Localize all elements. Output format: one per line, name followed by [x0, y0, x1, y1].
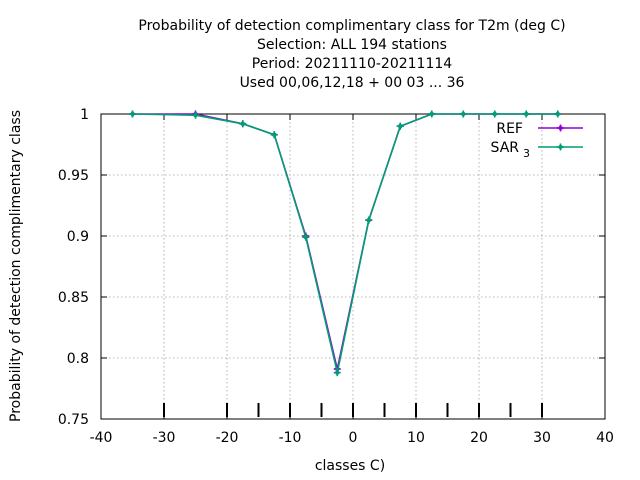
point-dot	[272, 132, 277, 137]
point-dot	[240, 121, 245, 126]
point-dot	[398, 124, 403, 129]
data-point-sar	[239, 120, 247, 128]
x-tick-label: 40	[596, 430, 614, 446]
data-point-sar	[192, 111, 199, 119]
y-tick-label: 0.9	[67, 229, 89, 245]
point-dot	[130, 111, 135, 117]
y-axis-label: Probability of detection complimentary c…	[8, 110, 24, 422]
point-dot	[429, 111, 434, 117]
data-point-sar	[522, 110, 530, 118]
data-point-sar	[396, 122, 404, 130]
data-point-sar	[302, 233, 310, 241]
y-tick-label: 0.8	[67, 351, 89, 367]
legend-label-ref: REF	[496, 121, 523, 137]
x-tick-label: -30	[153, 430, 176, 446]
x-axis-label: classes C)	[315, 458, 385, 474]
x-tick-label: 0	[349, 430, 358, 446]
legend-subscript: 3	[523, 147, 530, 160]
data-point-sar	[333, 369, 341, 377]
point-dot	[555, 111, 560, 117]
data-point-sar	[491, 110, 499, 118]
data-point-sar	[459, 110, 467, 118]
data-point-sar	[428, 110, 436, 118]
x-tick-label: 10	[407, 430, 425, 446]
x-tick-label: -10	[279, 430, 302, 446]
point-dot	[303, 235, 308, 240]
y-tick-label: 0.85	[58, 290, 89, 306]
legend-label-sar: SAR 3	[491, 140, 530, 160]
point-dot	[193, 113, 198, 118]
y-tick-label: 0.75	[58, 412, 89, 428]
point-dot	[366, 217, 371, 223]
x-tick-label: -40	[90, 430, 113, 446]
point-dot	[524, 111, 529, 117]
y-tick-label: 0.95	[58, 168, 89, 184]
point-dot	[461, 111, 466, 117]
data-point-sar	[270, 131, 278, 139]
x-tick-label: 20	[470, 430, 488, 446]
chart-title-line-3: Period: 20211110-20211114	[251, 56, 453, 72]
y-tick-label: 1	[80, 107, 89, 123]
point-dot	[492, 111, 497, 117]
chart-title-line-4: Used 00,06,12,18 + 00 03 ... 36	[239, 75, 465, 91]
chart-title-line-1: Probability of detection complimentary c…	[138, 18, 566, 34]
point-dot	[335, 370, 340, 375]
data-point-sar	[129, 110, 136, 118]
data-point-sar	[365, 216, 373, 224]
x-tick-label: -20	[216, 430, 239, 446]
data-point-sar	[554, 110, 562, 118]
chart-title-line-2: Selection: ALL 194 stations	[257, 37, 447, 53]
x-tick-label: 30	[533, 430, 551, 446]
legend-marker-dot	[558, 125, 563, 131]
legend-marker-dot	[558, 144, 563, 150]
